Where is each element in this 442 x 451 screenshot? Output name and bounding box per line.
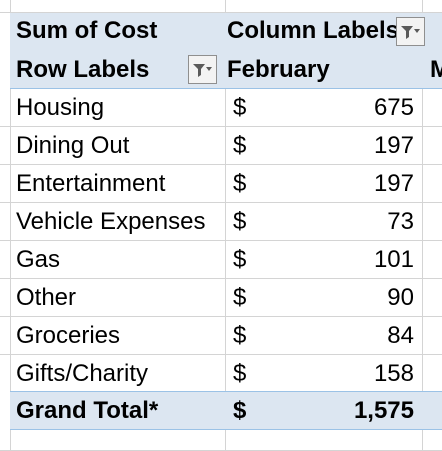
filter-funnel-icon bbox=[192, 63, 212, 77]
row-labels-header[interactable]: Row Labels bbox=[16, 56, 150, 83]
filter-funnel-icon bbox=[400, 25, 420, 39]
currency-symbol: $ bbox=[233, 132, 247, 159]
currency-symbol: $ bbox=[233, 208, 247, 235]
gridline bbox=[0, 12, 442, 13]
grand-total-label[interactable]: Grand Total* bbox=[16, 397, 159, 424]
header-bottom-border bbox=[10, 88, 442, 89]
row-label[interactable]: Housing bbox=[16, 94, 105, 121]
row-value[interactable]: 675 bbox=[373, 94, 414, 121]
total-bottom-border bbox=[10, 429, 442, 430]
currency-symbol: $ bbox=[233, 246, 247, 273]
row-value[interactable]: 158 bbox=[373, 360, 414, 387]
gridline bbox=[0, 240, 442, 241]
value-field-label[interactable]: Sum of Cost bbox=[16, 17, 158, 44]
gridline bbox=[0, 278, 442, 279]
column-labels-header: Column Labels bbox=[227, 17, 396, 44]
row-value[interactable]: 197 bbox=[373, 170, 414, 197]
header-band-row-labels bbox=[10, 50, 442, 89]
grand-total-value[interactable]: 1,575 bbox=[353, 397, 414, 424]
currency-symbol: $ bbox=[233, 284, 247, 311]
currency-symbol: $ bbox=[233, 170, 247, 197]
total-top-border bbox=[10, 391, 442, 392]
column-header-february[interactable]: February bbox=[227, 56, 330, 83]
gridline bbox=[0, 354, 442, 355]
gridline bbox=[225, 0, 226, 451]
grand-total-band bbox=[10, 392, 442, 430]
header-band-top bbox=[10, 12, 442, 50]
row-value[interactable]: 84 bbox=[387, 322, 414, 349]
grand-total-currency: $ bbox=[233, 397, 247, 424]
gridline bbox=[422, 0, 423, 451]
gridline bbox=[10, 0, 11, 451]
next-column-header-partial[interactable]: M bbox=[430, 56, 442, 83]
gridline bbox=[0, 126, 442, 127]
gridline bbox=[0, 202, 442, 203]
row-filter-button[interactable] bbox=[188, 55, 217, 84]
row-label[interactable]: Groceries bbox=[16, 322, 121, 349]
gridline bbox=[0, 164, 442, 165]
row-label[interactable]: Dining Out bbox=[16, 132, 130, 159]
currency-symbol: $ bbox=[233, 360, 247, 387]
gridline bbox=[0, 316, 442, 317]
currency-symbol: $ bbox=[233, 322, 247, 349]
row-label[interactable]: Vehicle Expenses bbox=[16, 208, 206, 235]
row-value[interactable]: 197 bbox=[373, 132, 414, 159]
row-value[interactable]: 73 bbox=[387, 208, 414, 235]
row-label[interactable]: Gifts/Charity bbox=[16, 360, 149, 387]
row-label[interactable]: Other bbox=[16, 284, 77, 311]
row-value[interactable]: 90 bbox=[387, 284, 414, 311]
column-filter-button[interactable] bbox=[396, 17, 425, 46]
row-label[interactable]: Gas bbox=[16, 246, 61, 273]
currency-symbol: $ bbox=[233, 94, 247, 121]
row-value[interactable]: 101 bbox=[373, 246, 414, 273]
column-labels-cell[interactable]: Column Labels bbox=[226, 12, 396, 50]
row-label[interactable]: Entertainment bbox=[16, 170, 166, 197]
